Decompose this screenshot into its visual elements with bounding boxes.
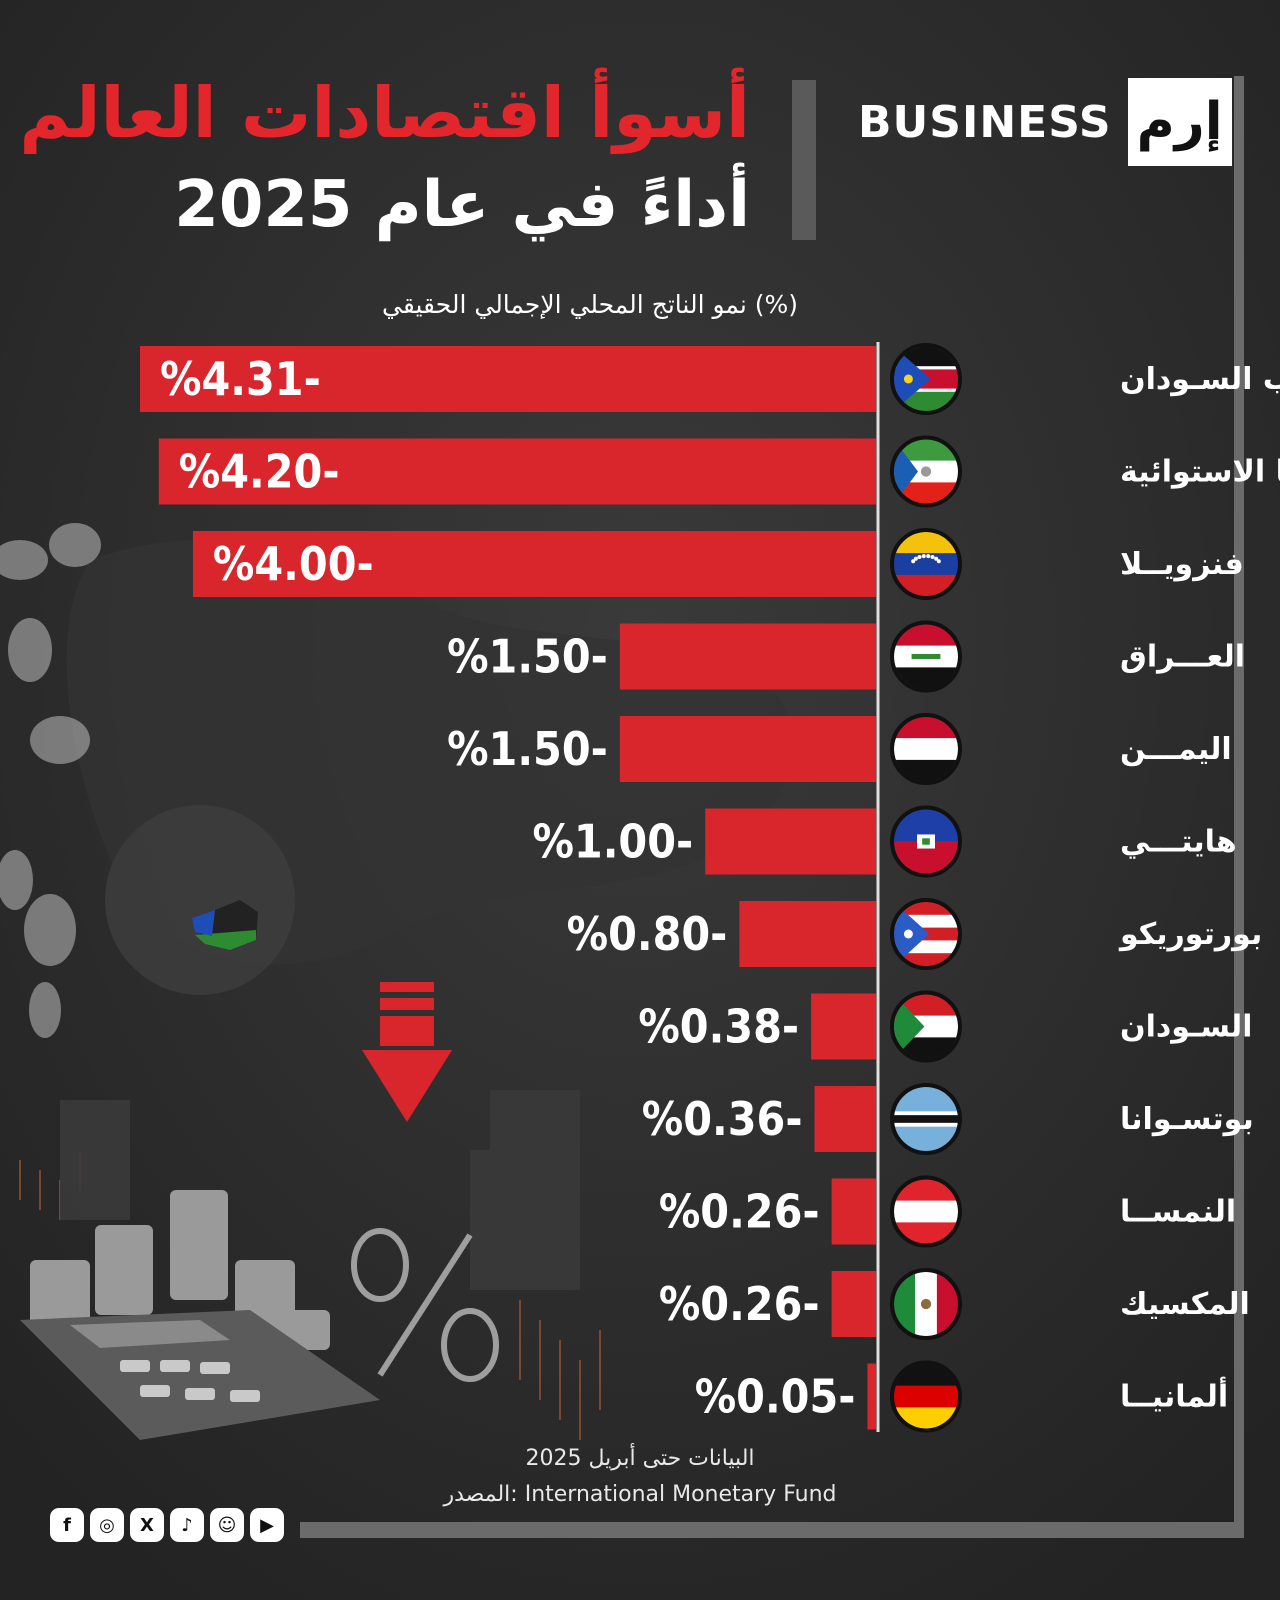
bar xyxy=(867,1363,876,1430)
value-label: %4.00- xyxy=(213,537,374,591)
iraq-flag-icon xyxy=(890,620,962,693)
country-label: بوتسـوانا xyxy=(1120,1102,1254,1137)
bar xyxy=(158,438,876,505)
value-label: %0.36- xyxy=(642,1092,803,1146)
youtube-icon[interactable]: ▶ xyxy=(250,1508,284,1542)
calculator-icon xyxy=(20,1310,380,1440)
social-links: f ◎ X ♪ ☺ ▶ xyxy=(50,1508,284,1542)
country-label: جنــــوب السـودان xyxy=(1120,362,1280,397)
bar xyxy=(619,716,876,782)
country-label: اليمـــن xyxy=(1120,732,1232,767)
value-label: %0.38- xyxy=(638,1000,799,1054)
value-label: %1.50- xyxy=(447,722,608,776)
percent-icon xyxy=(351,1228,499,1382)
value-label: %0.26- xyxy=(659,1185,820,1239)
down-arrow-icon xyxy=(362,982,452,1122)
country-label: غينيـــا الاستوائية xyxy=(1120,455,1280,490)
value-label: %0.26- xyxy=(659,1277,820,1331)
botswana-flag-icon xyxy=(890,1083,962,1155)
country-label: بورتوريكو xyxy=(1118,917,1262,952)
frame-bottom-border xyxy=(300,1522,1244,1538)
bar xyxy=(619,623,876,690)
bar xyxy=(814,1086,876,1152)
south-sudan-flag-icon xyxy=(890,343,962,415)
value-label: %0.05- xyxy=(695,1370,856,1424)
source-note: المصدر: International Monetary Fund xyxy=(443,1482,837,1507)
frame-right-border xyxy=(1234,76,1244,1538)
country-label: العـــراق xyxy=(1120,640,1245,675)
haiti-flag-icon xyxy=(890,805,962,878)
bar xyxy=(739,901,876,967)
country-label: المكسيك xyxy=(1120,1287,1250,1322)
data-note: البيانات حتى أبريل 2025 xyxy=(525,1446,755,1471)
facebook-icon[interactable]: f xyxy=(50,1508,84,1542)
puerto-rico-flag-icon xyxy=(890,898,962,970)
bar xyxy=(140,346,876,412)
brand-name: BUSINESS xyxy=(858,96,1112,148)
value-label: %0.80- xyxy=(567,907,728,961)
germany-flag-icon xyxy=(890,1360,962,1433)
bar xyxy=(811,993,876,1060)
page-title: أسوأ اقتصادات العالم xyxy=(19,72,750,154)
value-label: %1.00- xyxy=(532,815,693,869)
mexico-flag-icon xyxy=(890,1268,962,1340)
brand-logo: إرم xyxy=(1127,78,1232,166)
yemen-flag-icon xyxy=(890,713,962,785)
country-label: فنزويــلا xyxy=(1120,547,1244,582)
bar xyxy=(192,531,876,597)
country-label: السـودان xyxy=(1120,1010,1252,1045)
instagram-icon[interactable]: ◎ xyxy=(90,1508,124,1542)
country-label: ألمانيــا xyxy=(1120,1377,1228,1415)
bar xyxy=(831,1271,876,1337)
sudan-flag-icon xyxy=(890,990,962,1063)
tiktok-icon[interactable]: ♪ xyxy=(170,1508,204,1542)
equatorial-guinea-flag-icon xyxy=(890,435,962,508)
title-separator xyxy=(792,80,816,240)
country-label: النمســا xyxy=(1120,1195,1236,1230)
austria-flag-icon xyxy=(890,1175,962,1248)
venezuela-flag-icon xyxy=(890,528,962,600)
bar xyxy=(705,808,876,875)
country-label: هايتـــي xyxy=(1120,825,1237,860)
axis-label: (%) نمو الناتج المحلي الإجمالي الحقيقي xyxy=(382,290,798,319)
value-label: %4.31- xyxy=(160,352,321,406)
bar xyxy=(831,1178,876,1245)
brand: BUSINESS إرم xyxy=(858,78,1232,166)
page-subtitle: أداءً في عام 2025 xyxy=(174,168,750,242)
south-sudan-map-icon xyxy=(192,900,258,950)
value-label: %4.20- xyxy=(179,445,340,499)
x-icon[interactable]: X xyxy=(130,1508,164,1542)
snapchat-icon[interactable]: ☺ xyxy=(210,1508,244,1542)
value-label: %1.50- xyxy=(447,630,608,684)
